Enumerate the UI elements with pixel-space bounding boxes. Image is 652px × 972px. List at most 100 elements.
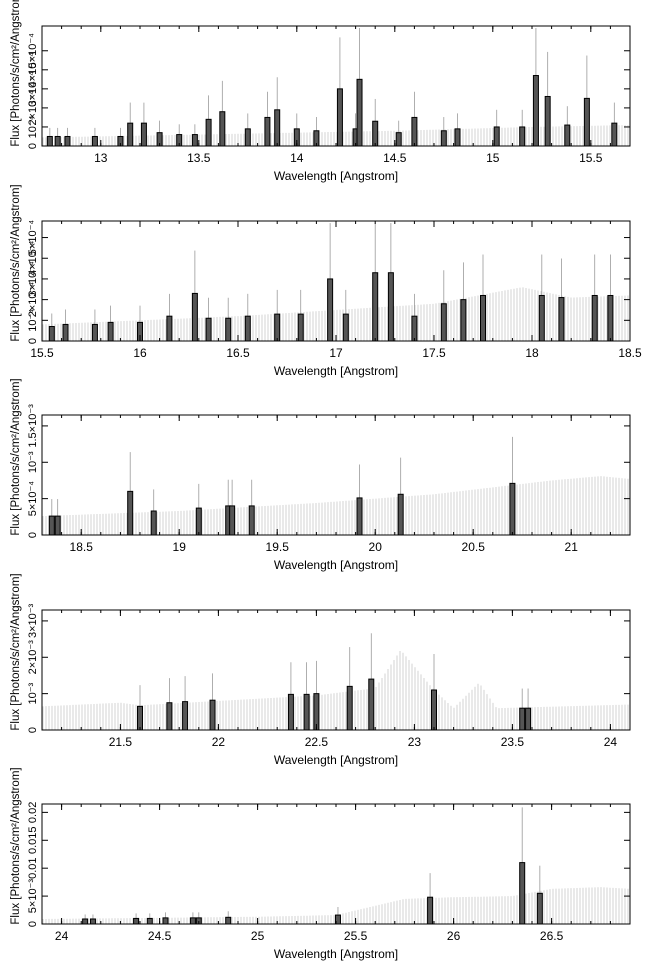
data-bin — [137, 705, 143, 731]
x-tick-label: 18 — [525, 346, 539, 360]
x-tick-label: 23 — [408, 735, 422, 749]
data-bin — [225, 317, 232, 342]
x-axis-label: Wavelength [Angstrom] — [274, 753, 398, 767]
x-tick-label: 15 — [486, 151, 500, 165]
data-bin — [182, 701, 189, 731]
data-bin — [387, 272, 394, 342]
y-axis-label: Flux [Photons/s/cm²/Angstrom] — [10, 378, 22, 535]
data-bin — [411, 315, 418, 342]
x-tick-label: 19 — [173, 540, 187, 554]
data-bin — [166, 315, 173, 342]
x-tick-label: 22.5 — [305, 735, 329, 749]
chart-panel-2: 15.5 16 16.5 17 17.5 18 18.5 0 10⁻⁴2×10⁻⁴3×10⁻⁴4… — [10, 184, 642, 378]
y-tick-label: 3×10⁻⁴ — [27, 71, 39, 107]
data-bin — [229, 505, 236, 536]
data-bin — [274, 109, 281, 147]
data-bin — [146, 917, 153, 925]
x-axis-label: Wavelength [Angstrom] — [274, 558, 398, 572]
data-bin — [205, 118, 212, 147]
chart-panel-1: 13 13.5 14 14.5 15 15.5 0 10⁻⁴2×10⁻⁴3×10⁻⁴4×10⁻… — [10, 0, 631, 183]
y-tick-label: 1.5×10⁻³ — [27, 404, 39, 448]
data-bin — [244, 128, 251, 147]
data-bin — [427, 896, 434, 925]
y-tick-label: 5×10⁻³ — [27, 879, 39, 914]
data-bin — [440, 303, 447, 342]
x-tick-label: 24.5 — [148, 929, 172, 943]
data-bin — [48, 326, 55, 342]
data-bin — [431, 689, 437, 731]
x-tick-label: 17.5 — [422, 346, 446, 360]
data-bin — [372, 272, 379, 342]
data-bin — [189, 917, 196, 925]
data-bin — [558, 297, 565, 342]
x-tick-label: 25 — [251, 929, 265, 943]
data-bin — [166, 702, 173, 731]
data-bin — [532, 75, 539, 147]
data-bin — [191, 134, 198, 147]
y-axis-label: Flux [Photons/s/cm²/Angstrom] — [10, 767, 22, 924]
data-bin — [219, 111, 226, 147]
data-bin — [397, 493, 404, 536]
chart-panel-3: 18.5 19 19.5 20 20.5 21 0 5×10⁻⁴ 10⁻³ 1.5×10⁻³ Wav… — [10, 378, 631, 572]
x-tick-label: 18.5 — [70, 540, 94, 554]
data-bin — [82, 918, 89, 925]
x-tick-label: 15.5 — [579, 151, 603, 165]
y-axis-label: Flux [Photons/s/cm²/Angstrom] — [10, 573, 22, 730]
x-tick-label: 14 — [290, 151, 304, 165]
x-tick-label: 20 — [369, 540, 383, 554]
data-bin — [127, 490, 134, 536]
x-tick-label: 17 — [329, 346, 343, 360]
data-bin — [356, 497, 363, 536]
data-bin — [191, 292, 198, 342]
y-tick-label: 0.01 — [27, 857, 39, 878]
data-bin — [356, 78, 363, 147]
data-bin — [274, 313, 281, 342]
data-bin — [150, 510, 157, 536]
x-tick-label: 16 — [133, 346, 147, 360]
y-tick-label: 2×10⁻⁴ — [27, 90, 39, 126]
data-bin — [611, 122, 618, 147]
data-bin — [509, 482, 516, 536]
data-bin — [395, 132, 402, 147]
data-bin — [48, 515, 55, 536]
y-axis-label: Flux [Photons/s/cm²/Angstrom] — [10, 0, 22, 147]
x-tick-label: 13 — [94, 151, 108, 165]
y-tick-label: 0 — [27, 532, 39, 538]
x-tick-label: 24 — [604, 735, 618, 749]
data-bin — [372, 120, 379, 147]
y-tick-label: 10⁻³ — [27, 451, 39, 473]
x-axis-label: Wavelength [Angstrom] — [274, 169, 398, 183]
data-bin — [264, 116, 271, 147]
data-bin — [140, 122, 147, 147]
data-bin — [460, 299, 467, 342]
chart-panel-4: 21.5 22 22.5 23 23.5 24 0 10⁻³ 2×10⁻³ 3×10⁻³ Wavel… — [10, 573, 631, 767]
data-bin — [54, 515, 61, 536]
data-bin — [127, 122, 134, 147]
y-tick-label: 5×10⁻⁴ — [27, 481, 39, 517]
data-bin — [342, 313, 349, 342]
data-bin — [54, 135, 61, 147]
y-tick-label: 4×10⁻⁴ — [27, 52, 39, 88]
x-tick-label: 15.5 — [30, 346, 54, 360]
data-bin — [46, 135, 53, 147]
data-bin — [225, 916, 232, 925]
data-bin — [519, 862, 526, 925]
y-tick-label: 0 — [27, 143, 39, 149]
data-bin — [133, 917, 140, 925]
y-axis-label: Flux [Photons/s/cm²/Angstrom] — [10, 184, 22, 341]
x-tick-label: 26.5 — [540, 929, 564, 943]
data-bin — [107, 321, 114, 342]
data-bin — [303, 693, 310, 731]
y-tick-label: 10⁻⁴ — [27, 309, 39, 332]
data-bin — [205, 317, 212, 342]
data-bin — [62, 323, 69, 342]
y-tick-label: 5×10⁻⁴ — [27, 220, 39, 256]
x-tick-label: 16.5 — [226, 346, 250, 360]
y-tick-label: 10⁻³ — [27, 682, 39, 704]
data-bin — [583, 97, 590, 147]
data-bin — [454, 128, 461, 147]
x-tick-label: 26 — [447, 929, 461, 943]
x-axis-label: Wavelength [Angstrom] — [274, 947, 398, 961]
data-bin — [591, 294, 598, 342]
